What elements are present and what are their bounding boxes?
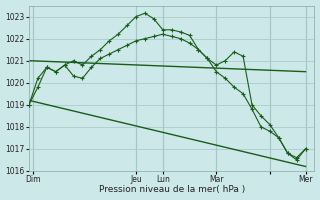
X-axis label: Pression niveau de la mer( hPa ): Pression niveau de la mer( hPa ) <box>99 185 245 194</box>
